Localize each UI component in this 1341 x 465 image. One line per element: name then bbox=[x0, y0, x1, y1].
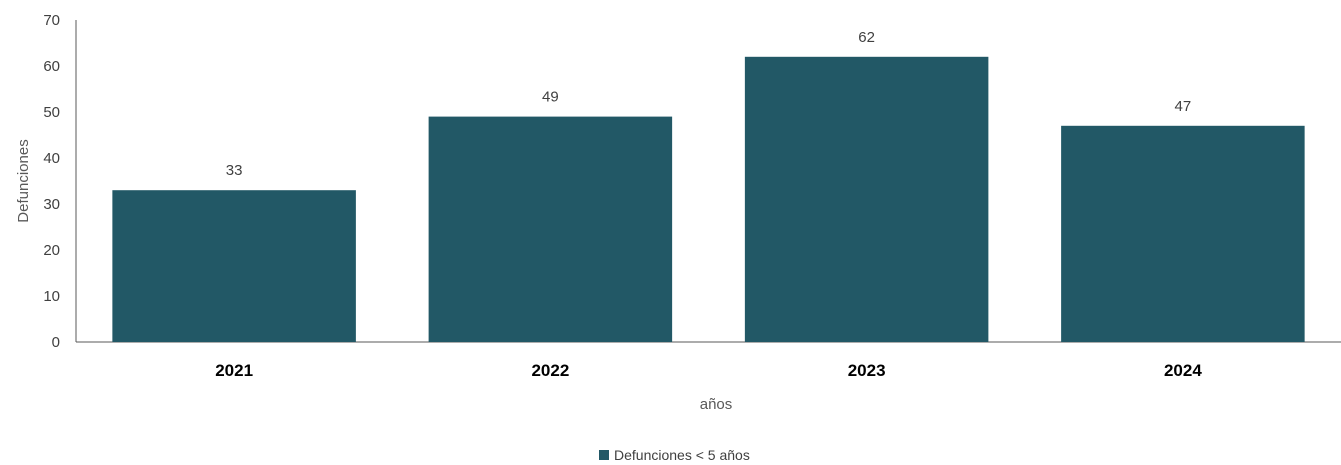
legend: Defunciones < 5 años bbox=[599, 447, 750, 463]
bar-value-label: 47 bbox=[1175, 98, 1192, 115]
x-tick-label: 2021 bbox=[215, 361, 253, 380]
y-tick-label: 10 bbox=[43, 288, 60, 305]
x-tick-label: 2022 bbox=[531, 361, 569, 380]
bar bbox=[112, 190, 356, 342]
y-tick-label: 60 bbox=[43, 58, 60, 75]
bars: 33 49 62 47 bbox=[112, 29, 1305, 343]
y-tick-label: 20 bbox=[43, 242, 60, 259]
bar bbox=[428, 116, 673, 342]
x-axis-title: años bbox=[700, 396, 733, 413]
bar-value-label: 62 bbox=[858, 29, 875, 46]
x-tick-label: 2024 bbox=[1164, 361, 1202, 380]
bar bbox=[744, 56, 989, 343]
y-axis-title: Defunciones bbox=[15, 139, 32, 222]
legend-swatch bbox=[599, 450, 609, 460]
x-tick-label: 2023 bbox=[848, 361, 886, 380]
bar-value-label: 33 bbox=[226, 162, 243, 179]
y-tick-label: 70 bbox=[43, 12, 60, 29]
bar bbox=[1061, 125, 1305, 342]
bar-value-label: 49 bbox=[542, 89, 559, 106]
y-tick-label: 30 bbox=[43, 196, 60, 213]
x-axis-categories: 2021 2022 2023 2024 bbox=[215, 361, 1202, 380]
y-tick-label: 0 bbox=[52, 334, 60, 351]
legend-label: Defunciones < 5 años bbox=[614, 447, 750, 463]
y-tick-label: 50 bbox=[43, 104, 60, 121]
y-tick-label: 40 bbox=[43, 150, 60, 167]
y-axis-ticks: 0 10 20 30 40 50 60 70 bbox=[43, 12, 60, 351]
